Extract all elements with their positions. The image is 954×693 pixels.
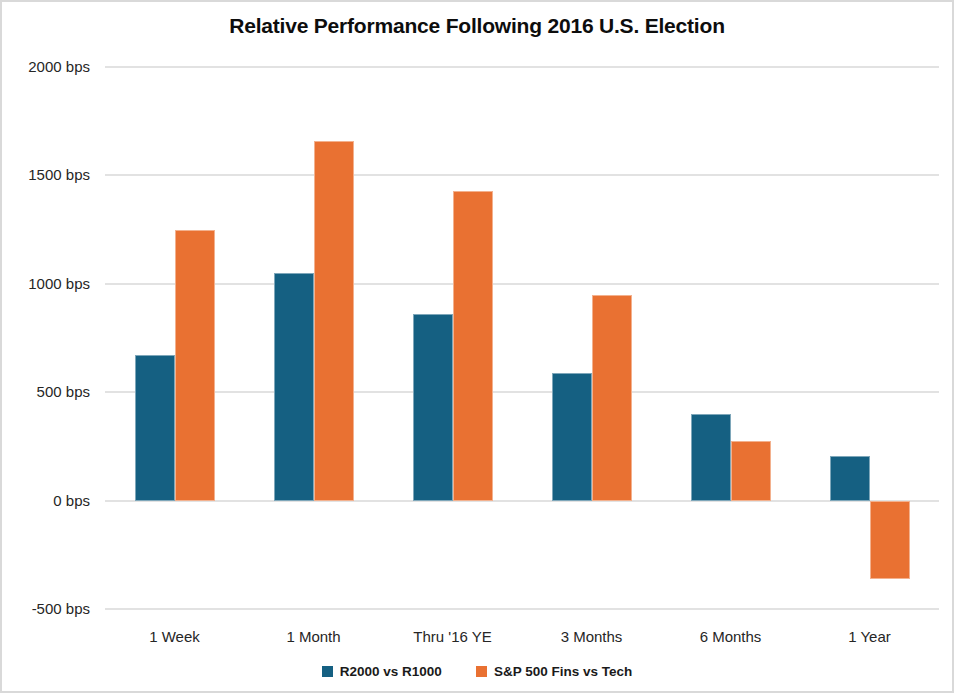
y-axis-tick-label: -500 bps (2, 599, 90, 619)
legend-color-swatch-icon (476, 666, 487, 677)
gridline (105, 391, 939, 393)
bar (453, 191, 493, 501)
x-axis-category-label: 1 Month (244, 628, 384, 645)
x-axis-category-label: Thru '16 YE (383, 628, 523, 645)
x-axis-category-label: 3 Months (522, 628, 662, 645)
legend-item-r2000-vs-r1000: R2000 vs R1000 (322, 664, 442, 679)
gridline (105, 608, 939, 610)
y-axis-tick-label: 500 bps (2, 382, 90, 402)
legend-label: R2000 vs R1000 (340, 664, 442, 679)
bar (413, 314, 453, 500)
bar (691, 414, 731, 501)
bar (592, 295, 632, 501)
x-axis-category-label: 6 Months (661, 628, 801, 645)
gridline (105, 283, 939, 285)
legend-color-swatch-icon (322, 666, 333, 677)
gridline (105, 174, 939, 176)
bar (175, 230, 215, 501)
y-axis-tick-label: 1000 bps (2, 274, 90, 294)
legend-item-sp500-fins-vs-tech: S&P 500 Fins vs Tech (476, 664, 632, 679)
y-axis-tick-label: 0 bps (2, 491, 90, 511)
legend: R2000 vs R1000 S&P 500 Fins vs Tech (2, 664, 952, 679)
legend-label: S&P 500 Fins vs Tech (494, 664, 632, 679)
bar (830, 456, 870, 500)
bar (135, 355, 175, 500)
plot-area: 2000 bps 1500 bps 1000 bps 500 bps 0 bps -500… (2, 2, 954, 693)
chart: Relative Performance Following 2016 U.S.… (0, 0, 954, 693)
y-axis-tick-label: 2000 bps (2, 57, 90, 77)
bar (731, 441, 771, 501)
bar (552, 373, 592, 501)
gridline (105, 66, 939, 68)
bar (870, 501, 910, 579)
bar (314, 141, 354, 501)
bar (274, 273, 314, 501)
x-axis-category-label: 1 Week (105, 628, 245, 645)
gridline (105, 500, 939, 502)
y-axis-tick-label: 1500 bps (2, 165, 90, 185)
x-axis-category-label: 1 Year (800, 628, 940, 645)
